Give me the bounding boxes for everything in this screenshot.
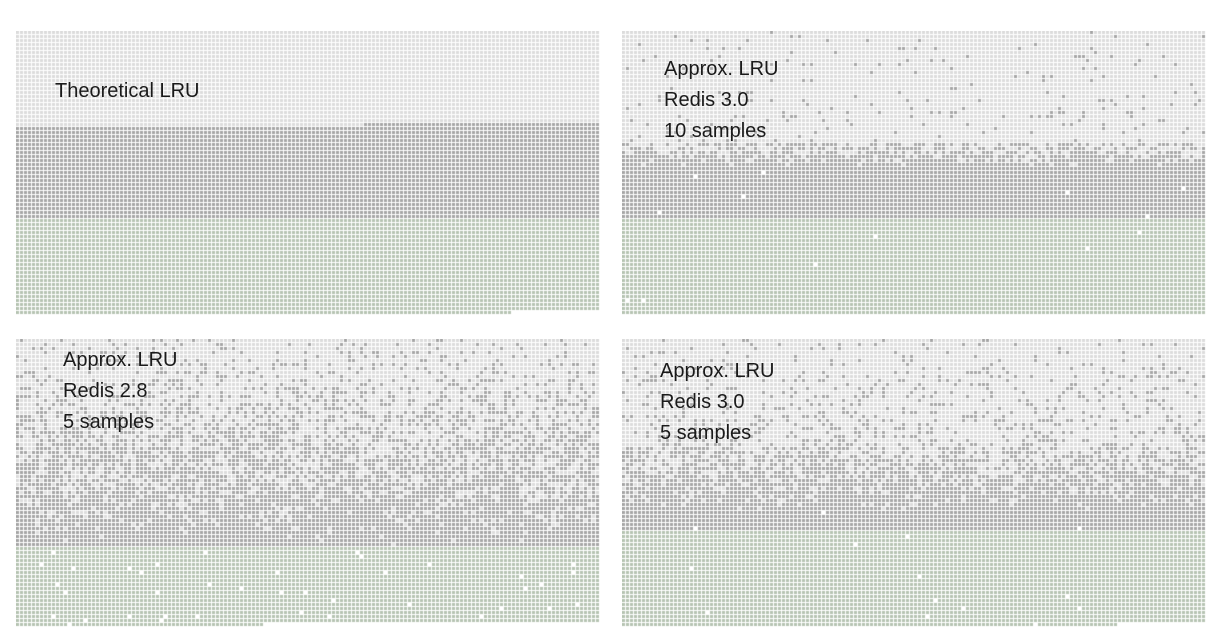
panel-approx-lru-redis-3-0-5-samples: Approx. LRU Redis 3.0 5 samples xyxy=(622,339,1206,627)
panel-label-redis-3-0-5-samples: Approx. LRU Redis 3.0 5 samples xyxy=(660,356,775,449)
label-line: 5 samples xyxy=(660,422,752,444)
label-line: Redis 2.8 xyxy=(63,380,148,402)
label-line: Approx. LRU xyxy=(664,58,779,80)
label-line: Approx. LRU xyxy=(660,360,775,382)
panel-label-redis-3-0-10-samples: Approx. LRU Redis 3.0 10 samples xyxy=(664,54,779,147)
label-line: Approx. LRU xyxy=(63,349,178,371)
key-grid-redis-2-8-5-samples xyxy=(16,339,600,627)
panel-approx-lru-redis-3-0-10-samples: Approx. LRU Redis 3.0 10 samples xyxy=(622,31,1206,317)
key-grid-redis-3-0-10-samples xyxy=(622,31,1206,317)
label-line: 5 samples xyxy=(63,411,155,433)
panel-label-theoretical-lru: Theoretical LRU xyxy=(55,45,200,107)
panel-label-redis-2-8-5-samples: Approx. LRU Redis 2.8 5 samples xyxy=(63,345,178,438)
label-line: Redis 3.0 xyxy=(664,89,749,111)
key-grid-theoretical-lru xyxy=(16,31,600,317)
panel-approx-lru-redis-2-8-5-samples: Approx. LRU Redis 2.8 5 samples xyxy=(16,339,600,627)
key-grid-redis-3-0-5-samples xyxy=(622,339,1206,627)
panel-theoretical-lru: Theoretical LRU xyxy=(16,31,600,317)
label-line: Theoretical LRU xyxy=(55,80,200,102)
label-line: 10 samples xyxy=(664,120,767,142)
label-line: Redis 3.0 xyxy=(660,391,745,413)
